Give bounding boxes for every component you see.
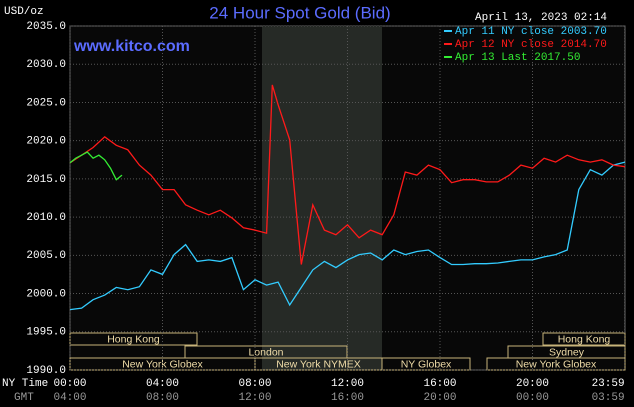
x-tick-label: 20:00: [516, 378, 549, 390]
x-tick-label: 00:00: [53, 378, 86, 390]
series-line: [69, 84, 626, 265]
x2-row-label: GMT: [14, 392, 34, 404]
y-tick-label: 2035.0: [26, 21, 66, 33]
series-line: [69, 151, 123, 181]
x-tick-label: 04:00: [146, 378, 179, 390]
session-label: NY Globex: [401, 358, 452, 370]
y-tick-label: 2005.0: [26, 250, 66, 262]
y-tick-label: 2030.0: [26, 59, 66, 71]
session-label: New York Globex: [122, 358, 203, 370]
x2-tick-label: 03:59: [592, 392, 625, 404]
x-row-label: NY Time: [2, 378, 48, 390]
legend-label: Apr 12 NY close 2014.70: [455, 39, 607, 51]
session-label: London: [248, 346, 283, 358]
site: www.kitco.com: [73, 38, 190, 55]
session-label: New York Globex: [516, 358, 597, 370]
x-tick-label: 16:00: [423, 378, 456, 390]
y-tick-label: 2000.0: [26, 288, 66, 300]
session-box: [381, 357, 471, 371]
legend-label: Apr 11 NY close 2003.70: [455, 26, 607, 38]
x-tick-label: 12:00: [331, 378, 364, 390]
timestamp: April 13, 2023 02:14: [475, 12, 607, 24]
x2-tick-label: 04:00: [53, 392, 86, 404]
session-label: Hong Kong: [107, 333, 160, 345]
x2-tick-label: 08:00: [146, 392, 179, 404]
y-tick-label: 1995.0: [26, 327, 66, 339]
nymex-shade: [262, 26, 382, 370]
y-tick-label: 1990.0: [26, 365, 66, 377]
series-line: [69, 161, 626, 311]
y-tick-label: 2015.0: [26, 174, 66, 186]
y-tick-label: 2010.0: [26, 212, 66, 224]
y-tick-label: 2020.0: [26, 136, 66, 148]
y-tick-label: 2025.0: [26, 97, 66, 109]
session-label: New York NYMEX: [276, 358, 361, 370]
x2-tick-label: 12:00: [238, 392, 271, 404]
session-label: Hong Kong: [558, 333, 611, 345]
y-unit: USD/oz: [4, 6, 44, 18]
x-tick-label: 08:00: [238, 378, 271, 390]
x-tick-label: 23:59: [592, 378, 625, 390]
session-label: Sydney: [549, 346, 585, 358]
x2-tick-label: 16:00: [331, 392, 364, 404]
x2-tick-label: 20:00: [423, 392, 456, 404]
legend-label: Apr 13 Last 2017.50: [455, 52, 580, 64]
x2-tick-label: 00:00: [516, 392, 549, 404]
chart-title: 24 Hour Spot Gold (Bid): [209, 3, 390, 22]
